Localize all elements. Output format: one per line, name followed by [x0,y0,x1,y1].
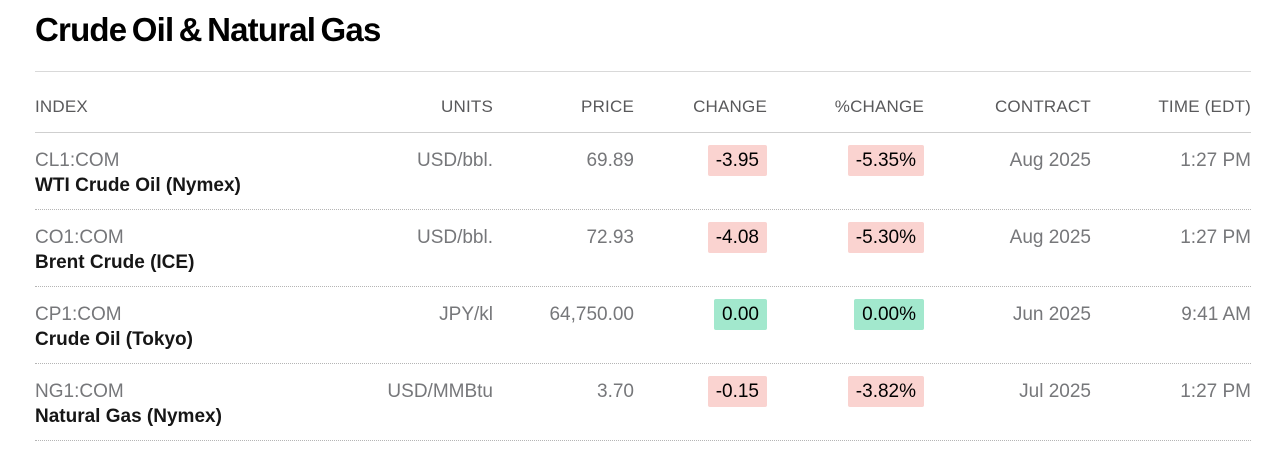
time-value: 1:27 PM [1180,227,1251,248]
column-header-price: PRICE [581,97,634,116]
table-row: CP1:COM Crude Oil (Tokyo) JPY/kl 64,750.… [35,287,1251,364]
change-chip: -3.95 [707,145,767,176]
change-cell: 0.00 [634,299,767,330]
pct-change-chip: -5.30% [847,222,924,253]
change-chip: 0.00 [714,299,767,330]
pct-change-cell: 0.00% [767,299,924,330]
table-row: NG1:COM Natural Gas (Nymex) USD/MMBtu 3.… [35,364,1251,441]
change-cell: -0.15 [634,376,767,407]
column-header-change: CHANGE [693,97,767,116]
pct-change-cell: -5.35% [767,145,924,176]
table-row: CO1:COM Brent Crude (ICE) USD/bbl. 72.93… [35,210,1251,287]
price-value: 69.89 [586,150,634,171]
instrument-name[interactable]: Crude Oil (Tokyo) [35,329,193,350]
column-header-units: UNITS [441,97,493,116]
column-header-pct-change: %CHANGE [834,97,924,116]
instrument-link[interactable]: CL1:COM WTI Crude Oil (Nymex) [35,148,373,199]
units-value: USD/MMBtu [387,381,493,402]
page-title: Crude Oil & Natural Gas [35,11,381,48]
change-chip: -4.08 [707,222,767,253]
instrument-name[interactable]: Brent Crude (ICE) [35,252,195,273]
column-header-time: TIME (EDT) [1158,97,1251,116]
price-value: 3.70 [597,381,634,402]
change-chip: -0.15 [707,376,767,407]
time-value: 1:27 PM [1180,381,1251,402]
pct-change-cell: -5.30% [767,222,924,253]
column-header-contract: CONTRACT [994,97,1091,116]
instrument-link[interactable]: CP1:COM Crude Oil (Tokyo) [35,302,373,353]
contract-value: Jul 2025 [1019,381,1091,402]
units-value: JPY/kl [439,304,493,325]
pct-change-cell: -3.82% [767,376,924,407]
ticker-symbol[interactable]: CO1:COM [35,227,124,248]
time-value: 9:41 AM [1181,304,1251,325]
ticker-symbol[interactable]: NG1:COM [35,381,124,402]
table-row: CL1:COM WTI Crude Oil (Nymex) USD/bbl. 6… [35,133,1251,210]
table-header-row: INDEX UNITS PRICE CHANGE %CHANGE CONTRAC… [35,72,1251,133]
units-value: USD/bbl. [416,150,493,171]
instrument-link[interactable]: CO1:COM Brent Crude (ICE) [35,225,373,276]
title-divider [35,71,1251,72]
pct-change-chip: -3.82% [847,376,924,407]
time-value: 1:27 PM [1180,150,1251,171]
contract-value: Aug 2025 [1009,150,1091,171]
price-value: 64,750.00 [549,304,634,325]
contract-value: Jun 2025 [1012,304,1091,325]
units-value: USD/bbl. [416,227,493,248]
instrument-name[interactable]: Natural Gas (Nymex) [35,406,222,427]
change-cell: -3.95 [634,145,767,176]
contract-value: Aug 2025 [1009,227,1091,248]
pct-change-chip: 0.00% [854,299,924,330]
instrument-name[interactable]: WTI Crude Oil (Nymex) [35,175,241,196]
column-header-index: INDEX [35,97,88,116]
pct-change-chip: -5.35% [847,145,924,176]
price-value: 72.93 [586,227,634,248]
change-cell: -4.08 [634,222,767,253]
ticker-symbol[interactable]: CP1:COM [35,304,122,325]
ticker-symbol[interactable]: CL1:COM [35,150,120,171]
instrument-link[interactable]: NG1:COM Natural Gas (Nymex) [35,379,373,430]
